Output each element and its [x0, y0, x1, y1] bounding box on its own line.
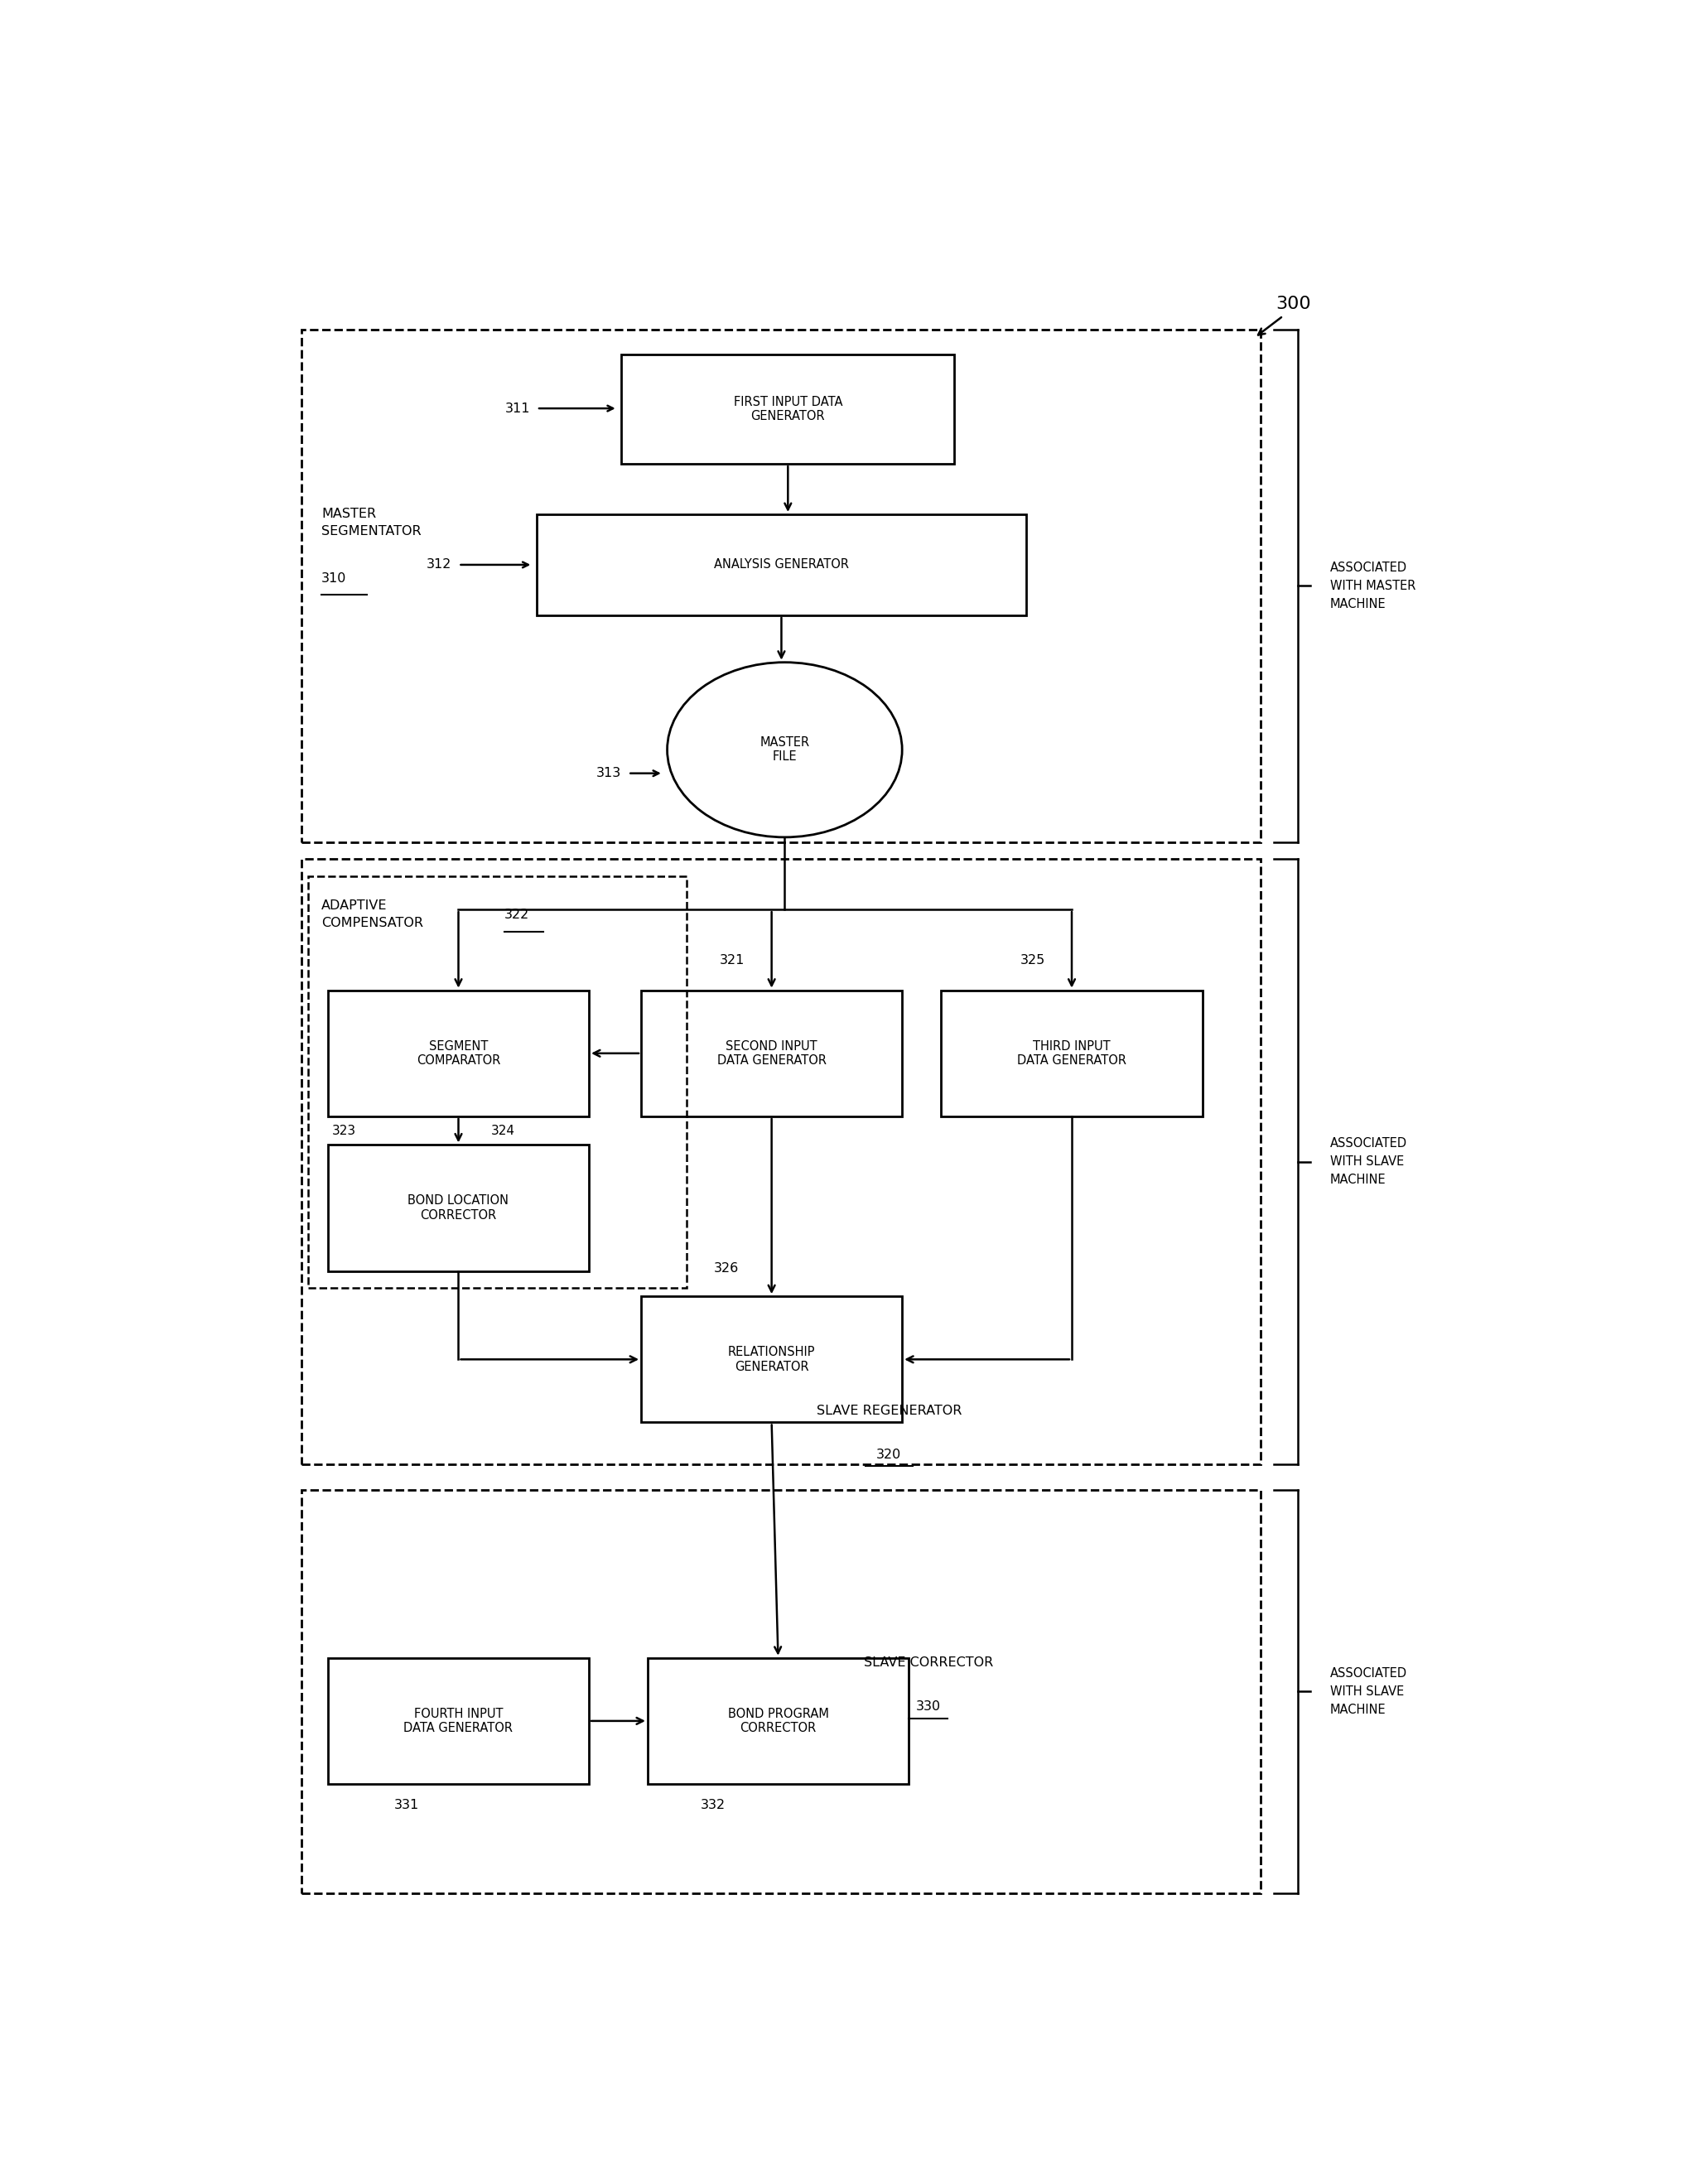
- Text: SECOND INPUT
DATA GENERATOR: SECOND INPUT DATA GENERATOR: [717, 1040, 826, 1066]
- Text: ASSOCIATED
WITH MASTER
MACHINE: ASSOCIATED WITH MASTER MACHINE: [1330, 561, 1415, 609]
- Bar: [301, 1489, 1261, 1894]
- Text: SLAVE REGENERATOR: SLAVE REGENERATOR: [816, 1404, 961, 1417]
- Text: 330: 330: [916, 1701, 941, 1712]
- Text: 320: 320: [877, 1448, 900, 1461]
- Text: SLAVE CORRECTOR: SLAVE CORRECTOR: [863, 1658, 993, 1669]
- Bar: [641, 989, 902, 1116]
- Bar: [621, 354, 954, 463]
- Bar: [328, 989, 589, 1116]
- Text: 312: 312: [426, 559, 451, 570]
- Text: ASSOCIATED
WITH SLAVE
MACHINE: ASSOCIATED WITH SLAVE MACHINE: [1330, 1666, 1407, 1717]
- Text: 332: 332: [700, 1800, 725, 1811]
- Bar: [308, 876, 687, 1289]
- Bar: [301, 858, 1261, 1465]
- Text: ANALYSIS GENERATOR: ANALYSIS GENERATOR: [714, 559, 848, 570]
- Text: BOND LOCATION
CORRECTOR: BOND LOCATION CORRECTOR: [407, 1195, 508, 1221]
- Text: RELATIONSHIP
GENERATOR: RELATIONSHIP GENERATOR: [727, 1345, 815, 1374]
- Text: MASTER
FILE: MASTER FILE: [759, 736, 810, 762]
- Text: 321: 321: [720, 954, 744, 968]
- Bar: [537, 513, 1025, 616]
- Text: 325: 325: [1020, 954, 1045, 968]
- Text: FOURTH INPUT
DATA GENERATOR: FOURTH INPUT DATA GENERATOR: [404, 1708, 513, 1734]
- Text: ADAPTIVE
COMPENSATOR: ADAPTIVE COMPENSATOR: [321, 900, 422, 930]
- Text: BOND PROGRAM
CORRECTOR: BOND PROGRAM CORRECTOR: [727, 1708, 828, 1734]
- Text: 326: 326: [714, 1262, 739, 1275]
- Text: THIRD INPUT
DATA GENERATOR: THIRD INPUT DATA GENERATOR: [1017, 1040, 1126, 1066]
- Bar: [328, 1658, 589, 1784]
- Bar: [301, 330, 1261, 843]
- Bar: [648, 1658, 909, 1784]
- Text: 323: 323: [332, 1125, 355, 1138]
- Bar: [328, 1144, 589, 1271]
- Text: SEGMENT
COMPARATOR: SEGMENT COMPARATOR: [416, 1040, 500, 1066]
- Text: 322: 322: [503, 909, 528, 922]
- Text: 311: 311: [505, 402, 530, 415]
- Text: 324: 324: [491, 1125, 515, 1138]
- Bar: [941, 989, 1202, 1116]
- Text: 300: 300: [1276, 295, 1311, 312]
- Text: 310: 310: [321, 572, 347, 585]
- Text: MASTER
SEGMENTATOR: MASTER SEGMENTATOR: [321, 509, 421, 537]
- Text: FIRST INPUT DATA
GENERATOR: FIRST INPUT DATA GENERATOR: [734, 395, 842, 424]
- Text: 331: 331: [394, 1800, 419, 1811]
- Bar: [641, 1297, 902, 1422]
- Text: ASSOCIATED
WITH SLAVE
MACHINE: ASSOCIATED WITH SLAVE MACHINE: [1330, 1138, 1407, 1186]
- Text: 313: 313: [596, 767, 621, 780]
